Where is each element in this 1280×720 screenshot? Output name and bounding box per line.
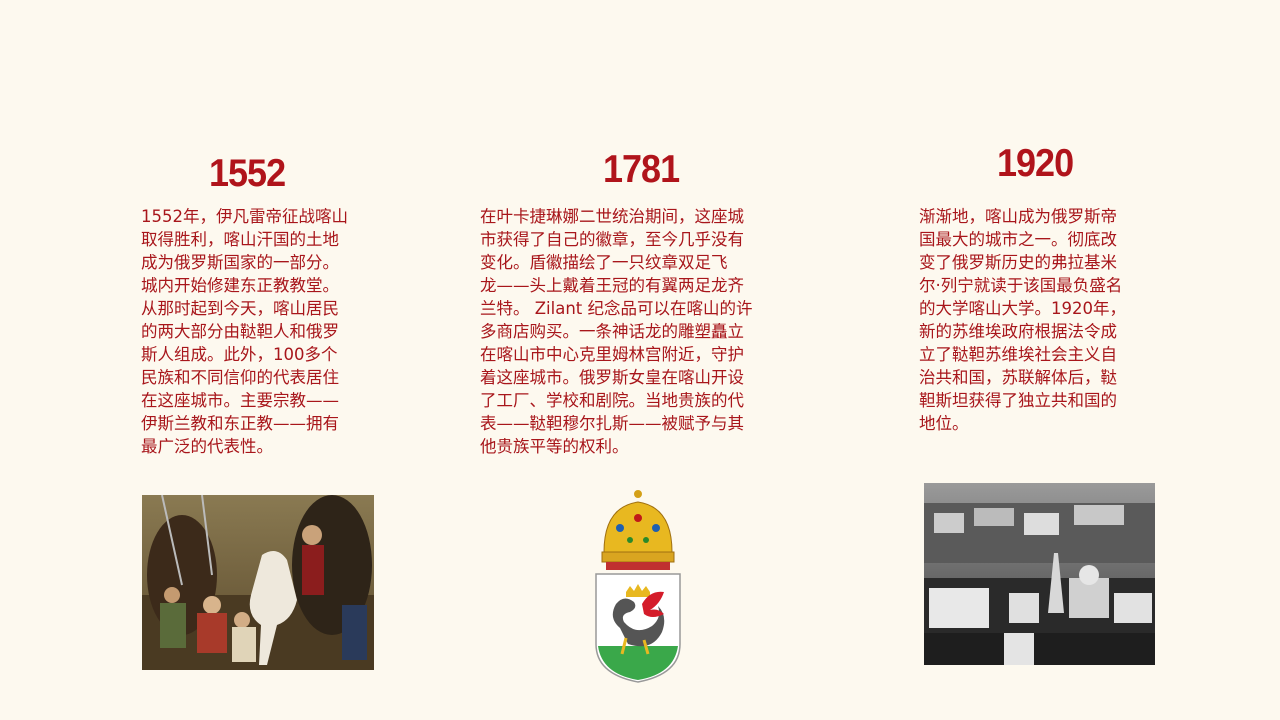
paragraph-1781: 在叶卡捷琳娜二世统治期间，这座城 市获得了自己的徽章，至今几乎没有 变化。盾徽描…: [480, 205, 792, 458]
text-line: 尔·列宁就读于该国最负盛名: [919, 276, 1123, 295]
text-line: 渐渐地，喀山成为俄罗斯帝: [919, 207, 1117, 226]
text-line: 龙——头上戴着王冠的有翼两足龙齐: [480, 276, 744, 295]
text-line: 1552年，伊凡雷帝征战喀山: [141, 207, 348, 226]
text-line: 地位。: [919, 414, 969, 433]
text-line: 治共和国，苏联解体后，鞑: [919, 368, 1117, 387]
text-line: 城内开始修建东正教教堂。: [141, 276, 339, 295]
text-line: 伊斯兰教和东正教——拥有: [141, 414, 339, 433]
text-line: 在喀山市中心克里姆林宫附近，守护: [480, 345, 744, 364]
paragraph-1552: 1552年，伊凡雷帝征战喀山 取得胜利，喀山汗国的土地 成为俄罗斯国家的一部分。…: [141, 205, 377, 458]
text-line: 国最大的城市之一。彻底改: [919, 230, 1117, 249]
text-line: 着这座城市。俄罗斯女皇在喀山开设: [480, 368, 744, 387]
text-line: 成为俄罗斯国家的一部分。: [141, 253, 339, 272]
kazan-coat-of-arms-image: [590, 488, 686, 684]
text-line: 表——鞑靼穆尔扎斯——被赋予与其: [480, 414, 744, 433]
year-heading-1781: 1781: [603, 146, 680, 191]
text-line: 变化。盾徽描绘了一只纹章双足飞: [480, 253, 728, 272]
text-line: 在叶卡捷琳娜二世统治期间，这座城: [480, 207, 744, 226]
text-line: 市获得了自己的徽章，至今几乎没有: [480, 230, 744, 249]
text-line: 变了俄罗斯历史的弗拉基米: [919, 253, 1117, 272]
text-line: 的大学喀山大学。1920年，: [919, 299, 1126, 318]
text-line: 了工厂、学校和剧院。当地贵族的代: [480, 391, 744, 410]
kazan-city-photo-image: [924, 483, 1155, 665]
text-line: 多商店购买。一条神话龙的雕塑矗立: [480, 322, 744, 341]
text-line: 在这座城市。主要宗教——: [141, 391, 339, 410]
paragraph-1920: 渐渐地，喀山成为俄罗斯帝 国最大的城市之一。彻底改 变了俄罗斯历史的弗拉基米 尔…: [919, 205, 1157, 435]
text-line: 他贵族平等的权利。: [480, 437, 629, 456]
text-line: 最广泛的代表性。: [141, 437, 273, 456]
text-line: 的两大部分由鞑靼人和俄罗: [141, 322, 339, 341]
text-line: 新的苏维埃政府根据法令成: [919, 322, 1117, 341]
text-line: 靼斯坦获得了独立共和国的: [919, 391, 1117, 410]
year-heading-1920: 1920: [997, 140, 1074, 185]
text-line: 兰特。 Zilant 纪念品可以在喀山的许: [480, 299, 753, 318]
text-line: 斯人组成。此外，100多个: [141, 345, 338, 364]
text-line: 民族和不同信仰的代表居住: [141, 368, 339, 387]
painting-ivan-conquest-image: [142, 495, 374, 670]
text-line: 立了鞑靼苏维埃社会主义自: [919, 345, 1117, 364]
text-line: 从那时起到今天，喀山居民: [141, 299, 339, 318]
year-heading-1552: 1552: [209, 150, 286, 195]
text-line: 取得胜利，喀山汗国的土地: [141, 230, 339, 249]
